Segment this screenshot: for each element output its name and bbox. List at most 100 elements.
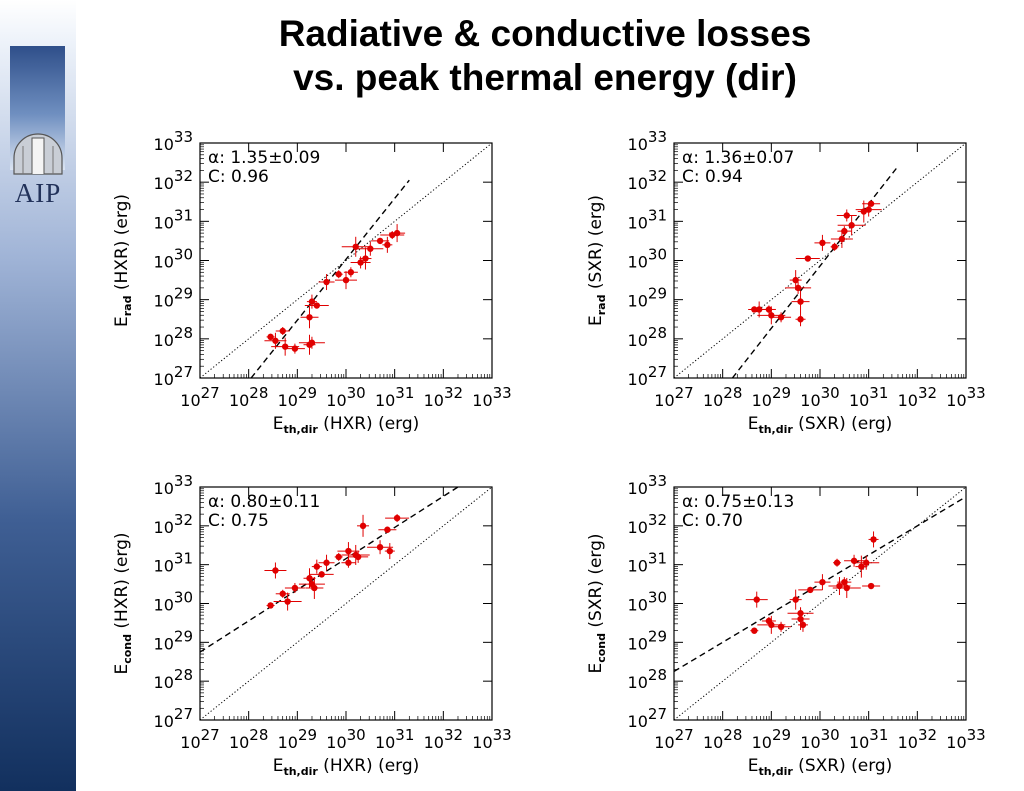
- y-tick-label: 1033: [154, 472, 193, 498]
- data-point: [376, 237, 384, 245]
- data-point: [792, 596, 799, 603]
- logo-text: AIP: [14, 178, 62, 208]
- data-point: [352, 243, 359, 250]
- data-point: [318, 571, 325, 578]
- plot-area: [200, 487, 492, 720]
- data-point: [819, 578, 826, 586]
- data-point: [359, 522, 367, 530]
- fit-line: [731, 166, 899, 378]
- data-point: [807, 586, 814, 594]
- data-point: [367, 245, 374, 252]
- data-point: [335, 553, 342, 561]
- data-point: [799, 621, 807, 629]
- plot-area: [674, 143, 966, 378]
- identity-line: [200, 143, 492, 378]
- y-axis-label: Econd (HXR) (erg): [112, 532, 134, 674]
- chart-panel-1: 1027 1028 1029 1030 1031 1032 1033 1027 1028 1029…: [112, 128, 512, 436]
- data-point: [841, 578, 848, 586]
- y-tick-label: 1033: [628, 128, 667, 154]
- data-point: [267, 333, 274, 341]
- x-axis-label: Eth,dir (HXR) (erg): [273, 756, 420, 778]
- data-point: [313, 302, 320, 309]
- y-tick-label: 1032: [628, 511, 667, 537]
- data-point: [792, 276, 799, 284]
- y-tick-label: 1033: [628, 472, 667, 498]
- data-point: [797, 316, 804, 323]
- x-tick-label: 1032: [424, 384, 463, 410]
- data-point: [865, 206, 872, 213]
- x-tick-label: 1033: [472, 726, 511, 752]
- data-point: [267, 602, 274, 609]
- x-tick-label: 1031: [375, 384, 414, 410]
- data-point: [765, 306, 773, 313]
- data-point: [848, 222, 855, 229]
- title-line-1: Radiative & conductive losses: [278, 13, 812, 54]
- annotation-c: C: 0.70: [682, 511, 743, 531]
- y-tick-label: 1027: [628, 705, 667, 731]
- x-tick-label: 1028: [703, 726, 742, 752]
- data-point: [284, 598, 291, 605]
- data-point: [345, 559, 352, 566]
- y-axis-label: Erad (SXR) (erg): [586, 195, 608, 326]
- fit-line: [200, 487, 459, 653]
- identity-line: [674, 143, 966, 378]
- y-axis-label: Erad (HXR) (erg): [112, 194, 134, 327]
- observatory-dome-icon: [13, 133, 63, 175]
- data-point: [279, 327, 286, 335]
- y-tick-label: 1027: [154, 363, 193, 389]
- y-tick-label: 1033: [154, 128, 193, 154]
- x-axis-label: Eth,dir (HXR) (erg): [273, 414, 420, 436]
- data-point: [393, 514, 401, 522]
- x-tick-label: 1029: [752, 384, 791, 410]
- data-point: [291, 345, 299, 352]
- plot-frame: [673, 142, 967, 379]
- data-point: [308, 339, 316, 346]
- data-point: [342, 276, 350, 284]
- data-point: [804, 255, 812, 262]
- y-tick-label: 1029: [628, 285, 667, 311]
- data-point: [306, 314, 313, 321]
- data-point: [313, 563, 320, 570]
- data-point: [376, 543, 384, 551]
- data-point: [272, 567, 279, 574]
- data-point: [858, 563, 865, 570]
- y-tick-label: 1028: [628, 666, 667, 692]
- x-tick-label: 1033: [946, 726, 985, 752]
- y-tick-label: 1028: [154, 324, 193, 350]
- data-point: [308, 298, 316, 305]
- x-tick-label: 1027: [654, 726, 693, 752]
- x-axis-label: Eth,dir (SXR) (erg): [748, 414, 893, 436]
- data-point: [291, 584, 299, 592]
- annotation-alpha: α: 0.75±0.13: [682, 492, 794, 512]
- annotation-c: C: 0.94: [682, 167, 743, 187]
- data-point: [386, 547, 393, 555]
- y-axis-label: Econd (SXR) (erg): [586, 533, 608, 673]
- x-tick-label: 1028: [229, 384, 268, 410]
- identity-line: [200, 487, 492, 720]
- x-tick-label: 1027: [180, 726, 219, 752]
- x-tick-label: 1029: [278, 384, 317, 410]
- x-tick-label: 1030: [326, 384, 365, 410]
- data-point: [843, 584, 850, 592]
- data-point: [870, 536, 877, 543]
- data-point: [384, 526, 391, 533]
- data-point: [354, 553, 362, 561]
- y-tick-label: 1032: [154, 167, 193, 193]
- x-tick-label: 1033: [946, 384, 985, 410]
- plot-frame: [673, 486, 967, 721]
- data-point: [323, 559, 330, 566]
- data-point: [777, 623, 785, 630]
- y-tick-label: 1032: [628, 167, 667, 193]
- chart-panel-4: 1027 1028 1029 1030 1031 1032 1033 1027 1028 1029…: [586, 472, 986, 778]
- x-tick-label: 1027: [180, 384, 219, 410]
- chart-panel-3: 1027 1028 1029 1030 1031 1032 1033 1027 1028 1029…: [112, 472, 512, 778]
- data-point: [311, 584, 318, 592]
- x-tick-label: 1032: [424, 726, 463, 752]
- data-point: [753, 596, 760, 603]
- slide-title: Radiative & conductive losses vs. peak t…: [120, 12, 970, 100]
- annotation-alpha: α: 0.80±0.11: [208, 492, 320, 512]
- chart-panel-2: 1027 1028 1029 1030 1031 1032 1033 1027 1028 1029…: [586, 128, 986, 436]
- y-tick-label: 1031: [628, 550, 667, 576]
- data-point: [279, 590, 286, 597]
- y-tick-label: 1030: [628, 246, 667, 272]
